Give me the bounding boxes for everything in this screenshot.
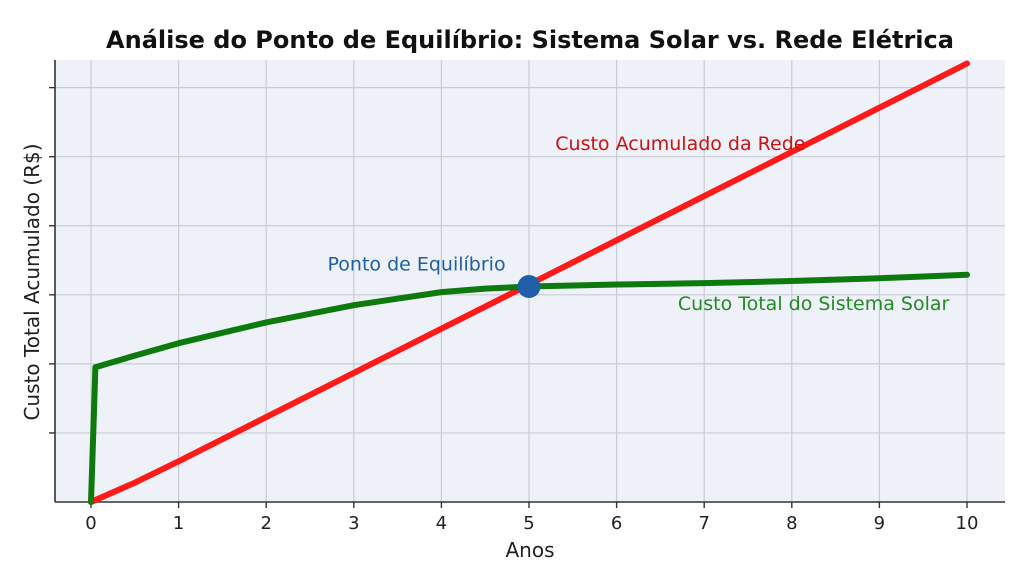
x-tick-label: 9 bbox=[874, 513, 885, 534]
axes bbox=[49, 60, 1005, 503]
annotation-label: Custo Acumulado da Rede bbox=[555, 133, 805, 155]
break-even-point bbox=[517, 275, 541, 299]
x-tick-label: 0 bbox=[85, 513, 96, 534]
x-tick-label: 2 bbox=[260, 513, 271, 534]
annotation-label: Ponto de Equilíbrio bbox=[328, 254, 506, 276]
x-tick-label: 4 bbox=[436, 513, 447, 534]
x-tick-label: 3 bbox=[348, 513, 359, 534]
series-line-custo-total-do-sistema-solar bbox=[88, 271, 970, 505]
y-axis-label: Custo Total Acumulado (R$) bbox=[20, 143, 44, 420]
x-tick-label: 1 bbox=[173, 513, 184, 534]
series-line-custo-acumulado-da-rede bbox=[88, 60, 970, 505]
chart-title: Análise do Ponto de Equilíbrio: Sistema … bbox=[106, 26, 954, 54]
x-axis-label: Anos bbox=[505, 538, 554, 562]
annotation-layer: Custo Acumulado da Rede Ponto de Equilíbr… bbox=[328, 133, 950, 315]
x-tick-labels: 0 1 2 3 4 5 6 7 8 9 10 bbox=[85, 502, 978, 534]
x-tick-label: 6 bbox=[611, 513, 622, 534]
x-tick-label: 7 bbox=[698, 513, 709, 534]
x-tick-label: 5 bbox=[523, 513, 534, 534]
annotation-label: Custo Total do Sistema Solar bbox=[678, 293, 950, 315]
series-layer bbox=[88, 60, 970, 505]
x-tick-label: 8 bbox=[786, 513, 797, 534]
marker-layer bbox=[517, 275, 541, 299]
x-tick-label: 10 bbox=[956, 513, 979, 534]
